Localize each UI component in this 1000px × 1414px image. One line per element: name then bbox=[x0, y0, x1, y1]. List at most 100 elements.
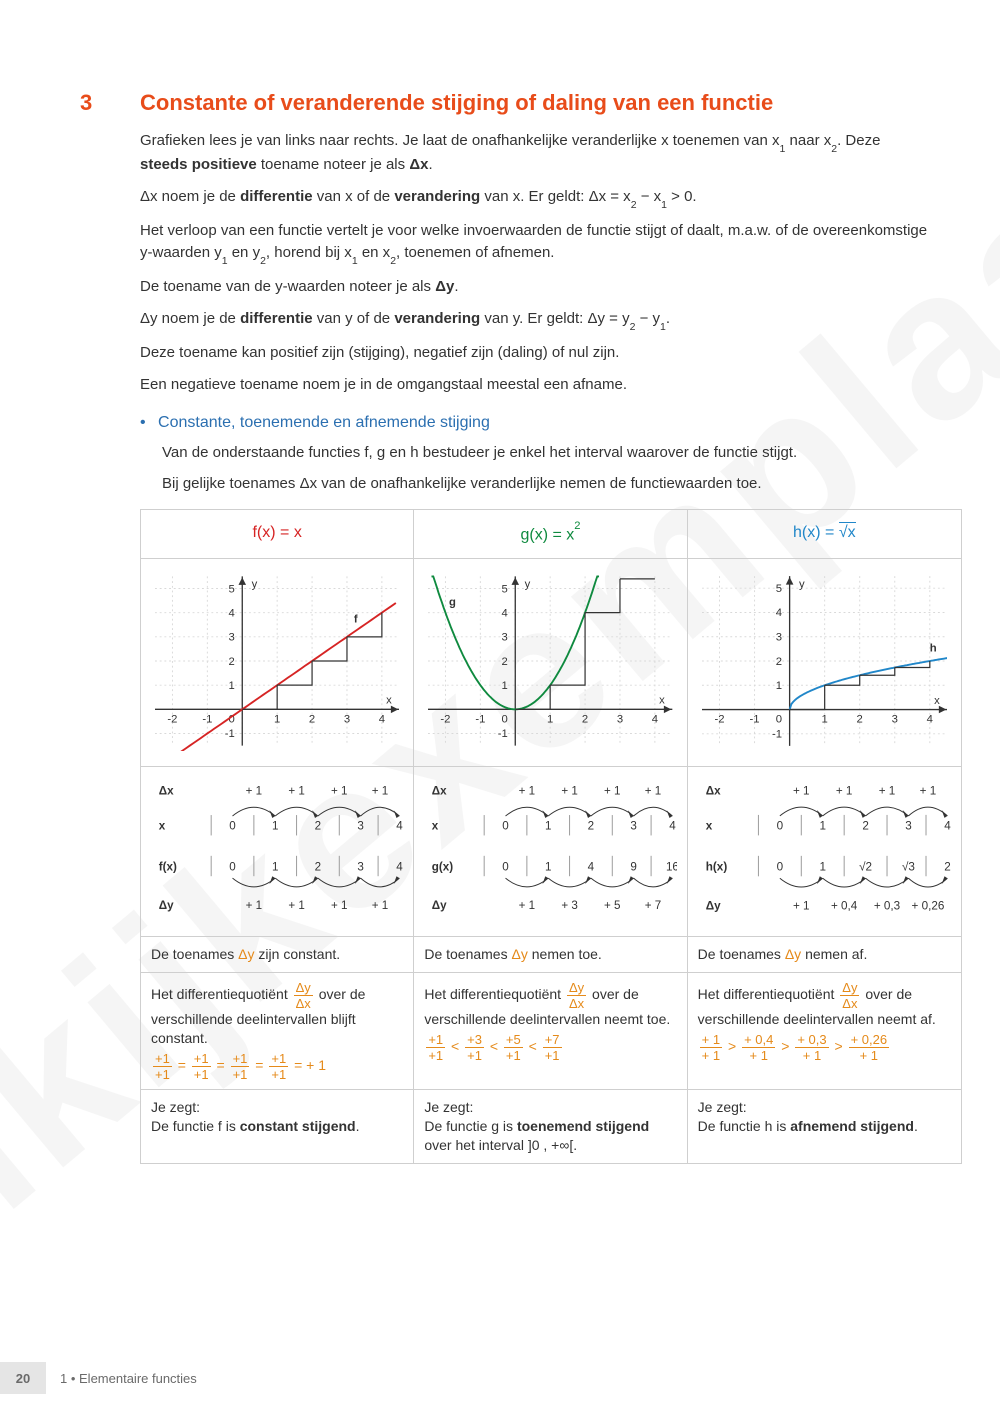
svg-text:f: f bbox=[354, 614, 358, 626]
svg-text:-1: -1 bbox=[476, 714, 486, 726]
svg-text:+ 1: + 1 bbox=[331, 900, 347, 913]
svg-text:-2: -2 bbox=[714, 714, 724, 726]
svg-text:y: y bbox=[252, 579, 258, 591]
svg-text:3: 3 bbox=[891, 714, 897, 726]
svg-text:3: 3 bbox=[502, 632, 508, 644]
svg-text:x: x bbox=[159, 820, 166, 833]
svg-text:1: 1 bbox=[821, 714, 827, 726]
page-title: Constante of veranderende stijging of da… bbox=[140, 90, 930, 116]
svg-text:3: 3 bbox=[631, 820, 637, 833]
section-number: 3 bbox=[80, 90, 92, 116]
svg-text:Δx: Δx bbox=[159, 785, 174, 798]
svg-text:+ 1: + 1 bbox=[519, 900, 535, 913]
svg-text:2: 2 bbox=[315, 861, 321, 874]
svg-text:+ 1: + 1 bbox=[604, 785, 620, 798]
svg-text:+ 0,4: + 0,4 bbox=[831, 900, 858, 913]
svg-text:Δx: Δx bbox=[705, 785, 720, 798]
svg-text:x: x bbox=[705, 820, 712, 833]
svg-text:x: x bbox=[934, 695, 940, 707]
svg-text:-1: -1 bbox=[498, 729, 508, 741]
svg-text:0: 0 bbox=[502, 714, 508, 726]
svg-text:+ 1: + 1 bbox=[878, 785, 895, 798]
svg-text:+ 1: + 1 bbox=[793, 785, 810, 798]
svg-text:+ 1: + 1 bbox=[288, 785, 304, 798]
svg-text:3: 3 bbox=[617, 714, 623, 726]
svg-text:+ 1: + 1 bbox=[793, 900, 810, 913]
svg-text:2: 2 bbox=[315, 820, 321, 833]
svg-text:4: 4 bbox=[502, 608, 508, 620]
svg-text:2: 2 bbox=[775, 656, 781, 668]
svg-text:3: 3 bbox=[344, 714, 350, 726]
svg-text:3: 3 bbox=[775, 632, 781, 644]
svg-text:+ 1: + 1 bbox=[246, 900, 262, 913]
svg-text:Δy: Δy bbox=[432, 900, 447, 913]
svg-text:0: 0 bbox=[229, 820, 236, 833]
svg-text:0: 0 bbox=[776, 861, 783, 874]
svg-text:x: x bbox=[659, 695, 665, 707]
svg-text:+ 1: + 1 bbox=[372, 900, 388, 913]
svg-text:x: x bbox=[386, 695, 392, 707]
svg-text:+ 1: + 1 bbox=[519, 785, 535, 798]
svg-text:f(x): f(x) bbox=[159, 861, 177, 874]
svg-text:16: 16 bbox=[666, 861, 676, 874]
svg-text:1: 1 bbox=[545, 820, 551, 833]
svg-text:+ 1: + 1 bbox=[836, 785, 853, 798]
svg-text:4: 4 bbox=[652, 714, 658, 726]
svg-text:2: 2 bbox=[228, 656, 234, 668]
svg-text:4: 4 bbox=[670, 820, 677, 833]
svg-text:4: 4 bbox=[775, 608, 781, 620]
svg-text:4: 4 bbox=[396, 861, 403, 874]
svg-text:0: 0 bbox=[775, 714, 781, 726]
svg-text:g: g bbox=[449, 597, 456, 609]
page-number: 20 bbox=[0, 1362, 46, 1394]
svg-text:y: y bbox=[525, 579, 531, 591]
svg-text:g(x): g(x) bbox=[432, 861, 453, 874]
svg-text:2: 2 bbox=[309, 714, 315, 726]
svg-text:4: 4 bbox=[944, 820, 951, 833]
svg-text:2: 2 bbox=[588, 820, 594, 833]
svg-text:√3: √3 bbox=[902, 861, 915, 874]
svg-text:h(x): h(x) bbox=[705, 861, 727, 874]
svg-text:4: 4 bbox=[926, 714, 932, 726]
svg-text:2: 2 bbox=[862, 820, 869, 833]
svg-text:1: 1 bbox=[775, 680, 781, 692]
svg-text:2: 2 bbox=[502, 656, 508, 668]
svg-text:3: 3 bbox=[228, 632, 234, 644]
svg-text:1: 1 bbox=[547, 714, 553, 726]
svg-text:-1: -1 bbox=[749, 714, 759, 726]
svg-text:Δy: Δy bbox=[705, 900, 720, 913]
page-footer: 20 1 • Elementaire functies bbox=[0, 1362, 197, 1394]
svg-text:+ 0,3: + 0,3 bbox=[874, 900, 900, 913]
svg-text:0: 0 bbox=[503, 820, 510, 833]
svg-text:2: 2 bbox=[856, 714, 862, 726]
svg-text:x: x bbox=[432, 820, 439, 833]
svg-text:3: 3 bbox=[357, 820, 363, 833]
svg-text:+ 1: + 1 bbox=[562, 785, 578, 798]
svg-text:2: 2 bbox=[582, 714, 588, 726]
svg-text:-2: -2 bbox=[441, 714, 451, 726]
intro-paragraphs: Grafieken lees je van links naar rechts.… bbox=[140, 130, 930, 396]
svg-text:9: 9 bbox=[631, 861, 637, 874]
svg-text:1: 1 bbox=[545, 861, 551, 874]
svg-text:+ 7: + 7 bbox=[645, 900, 661, 913]
comparison-table: f(x) = xg(x) = x2h(x) = √x x y -2-11234-… bbox=[140, 509, 962, 1164]
svg-text:1: 1 bbox=[502, 680, 508, 692]
svg-text:0: 0 bbox=[776, 820, 783, 833]
svg-text:4: 4 bbox=[396, 820, 403, 833]
subsection-text: Van de onderstaande functies f, g en h b… bbox=[162, 442, 930, 496]
svg-text:y: y bbox=[799, 579, 805, 591]
svg-text:1: 1 bbox=[228, 680, 234, 692]
svg-text:-1: -1 bbox=[772, 729, 782, 741]
svg-text:+ 1: + 1 bbox=[331, 785, 347, 798]
svg-text:0: 0 bbox=[503, 861, 510, 874]
svg-text:Δy: Δy bbox=[159, 900, 174, 913]
svg-text:2: 2 bbox=[944, 861, 951, 874]
svg-text:Δx: Δx bbox=[432, 785, 447, 798]
svg-text:h: h bbox=[929, 643, 936, 655]
svg-text:1: 1 bbox=[274, 714, 280, 726]
svg-text:1: 1 bbox=[272, 820, 278, 833]
svg-text:-2: -2 bbox=[167, 714, 177, 726]
svg-text:+ 1: + 1 bbox=[246, 785, 262, 798]
svg-text:0: 0 bbox=[229, 861, 236, 874]
svg-text:5: 5 bbox=[775, 583, 781, 595]
